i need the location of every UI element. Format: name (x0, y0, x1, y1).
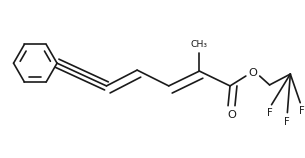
Text: O: O (227, 110, 236, 120)
Text: CH₃: CH₃ (191, 40, 208, 49)
Text: O: O (248, 68, 257, 78)
Text: F: F (267, 108, 272, 118)
Text: F: F (299, 106, 305, 116)
Text: F: F (285, 116, 290, 127)
